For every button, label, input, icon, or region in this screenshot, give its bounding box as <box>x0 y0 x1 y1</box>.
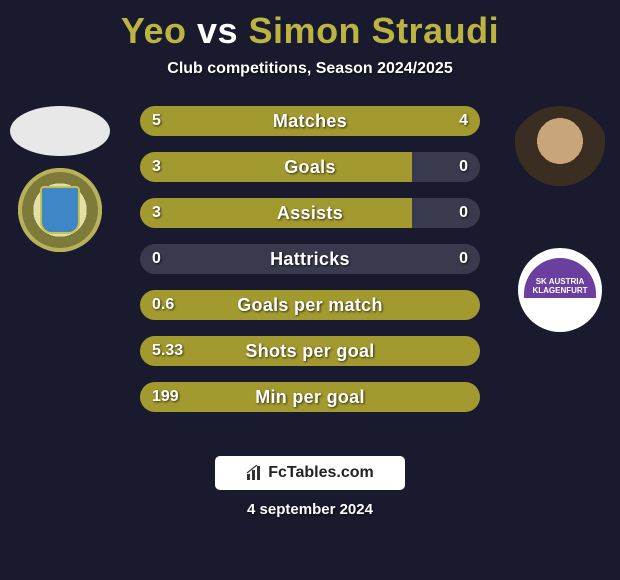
bar-chart-icon <box>246 465 262 481</box>
stat-label: Shots per goal <box>140 336 480 366</box>
stat-row: Goals3 0 <box>140 152 480 182</box>
stat-label: Goals per match <box>140 290 480 320</box>
player1-club-crest <box>18 168 102 252</box>
stat-value-right: 4 <box>459 106 468 136</box>
stat-value-left: 0 <box>152 244 161 274</box>
stat-value-left: 3 <box>152 152 161 182</box>
stat-value-right: 0 <box>459 244 468 274</box>
stat-value-left: 5 <box>152 106 161 136</box>
player2-name: Simon Straudi <box>249 10 500 51</box>
stats-area: Matches54Goals30Assists30Hattricks00Goal… <box>0 106 620 426</box>
stat-row: Min per goal199 <box>140 382 480 412</box>
date-text: 4 september 2024 <box>0 501 620 518</box>
stat-label: Min per goal <box>140 382 480 412</box>
stat-value-right: 0 <box>459 152 468 182</box>
stat-row: Matches5 4 <box>140 106 480 136</box>
stat-value-left: 3 <box>152 198 161 228</box>
player1-name: Yeo <box>121 10 187 51</box>
stat-label: Assists <box>140 198 480 228</box>
stat-row: Hattricks0 0 <box>140 244 480 274</box>
subtitle: Club competitions, Season 2024/2025 <box>0 60 620 78</box>
site-badge[interactable]: FcTables.com <box>215 456 405 490</box>
stat-value-right: 0 <box>459 198 468 228</box>
stat-label: Hattricks <box>140 244 480 274</box>
player1-avatar <box>10 106 110 156</box>
stat-label: Matches <box>140 106 480 136</box>
stat-bars: Matches54Goals30Assists30Hattricks00Goal… <box>140 106 480 428</box>
stat-value-left: 199 <box>152 382 179 412</box>
stat-row: Assists3 0 <box>140 198 480 228</box>
player2-avatar <box>510 106 610 206</box>
comparison-title: Yeo vs Simon Straudi <box>0 0 620 52</box>
stat-value-left: 5.33 <box>152 336 183 366</box>
stat-value-left: 0.6 <box>152 290 174 320</box>
stat-row: Shots per goal5.33 <box>140 336 480 366</box>
stat-row: Goals per match0.6 <box>140 290 480 320</box>
player2-club-crest <box>518 248 602 332</box>
site-name: FcTables.com <box>268 464 374 482</box>
title-vs: vs <box>197 10 238 51</box>
stat-label: Goals <box>140 152 480 182</box>
